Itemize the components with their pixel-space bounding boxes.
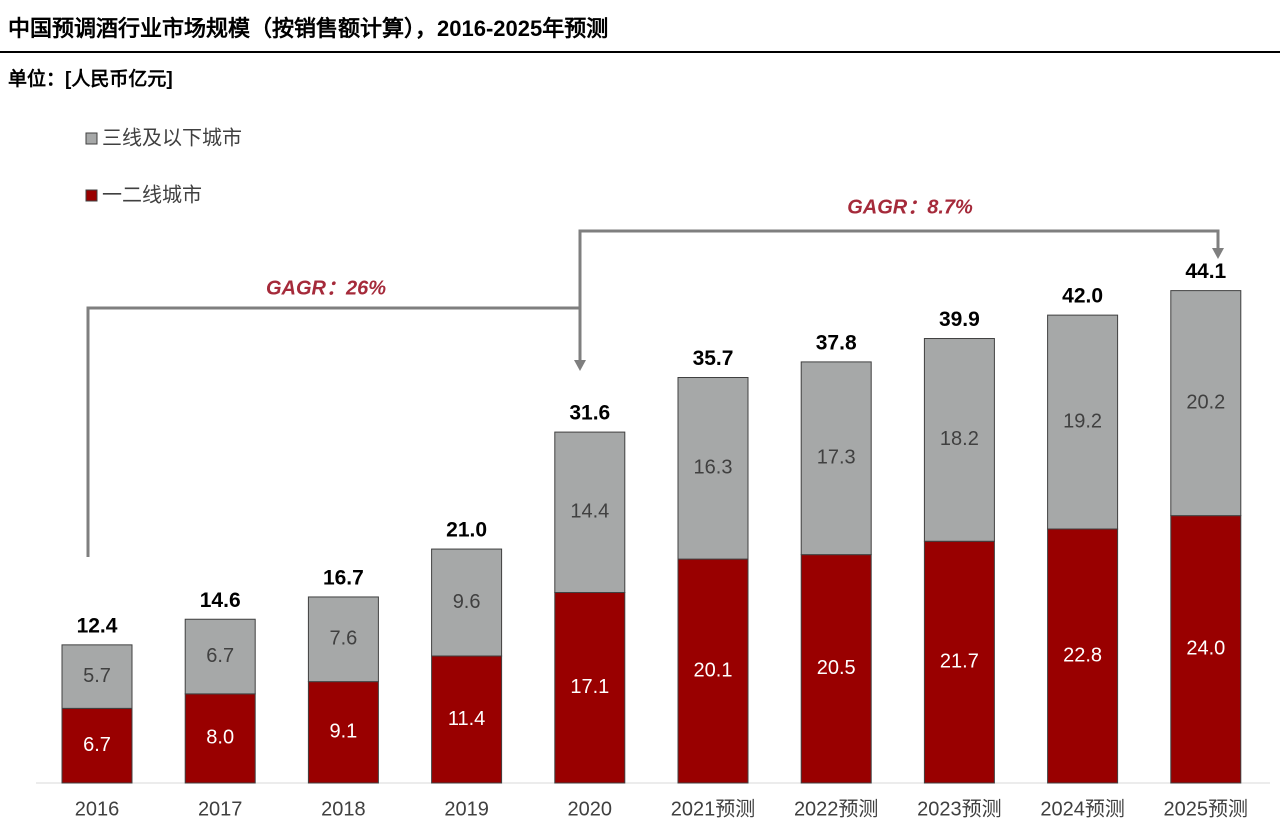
bar-segment <box>184 693 256 784</box>
legend-label: 一二线城市 <box>102 183 202 206</box>
value-label: 9.1 <box>329 721 357 743</box>
bar-segment <box>923 338 995 542</box>
chart-title: 中国预调酒行业市场规模（按销售额计算），2016-2025年预测 <box>8 16 608 41</box>
bar-segment <box>677 377 749 560</box>
value-label: 22.8 <box>1063 644 1102 666</box>
value-label: 14.4 <box>570 501 609 523</box>
annotation-connector <box>86 306 582 557</box>
legend-swatch <box>85 189 98 202</box>
value-label: 8.0 <box>206 727 234 749</box>
total-label: 42.0 <box>1062 285 1103 308</box>
x-tick-label: 2022预测 <box>794 797 879 820</box>
bar-segment <box>307 681 379 784</box>
value-label: 6.7 <box>206 645 234 667</box>
x-tick-label: 2025预测 <box>1164 797 1249 820</box>
bar-segment <box>800 361 872 556</box>
value-label: 21.7 <box>940 650 979 672</box>
bar-segment <box>1047 314 1119 530</box>
legend-swatch <box>85 132 98 145</box>
bar-segment <box>307 596 379 683</box>
bar-segment <box>554 592 626 784</box>
total-label: 31.6 <box>569 402 610 425</box>
x-tick-label: 2016 <box>75 798 120 820</box>
total-label: 44.1 <box>1185 260 1226 283</box>
total-label: 16.7 <box>323 567 364 590</box>
value-label: 6.7 <box>83 734 111 756</box>
value-label: 11.4 <box>448 708 485 730</box>
annotation-arrowhead <box>1212 248 1224 259</box>
value-label: 17.3 <box>817 447 856 469</box>
x-tick-label: 2021预测 <box>671 797 756 820</box>
value-label: 24.0 <box>1186 638 1225 660</box>
value-label: 5.7 <box>83 665 111 687</box>
bar-segment <box>184 618 256 695</box>
total-label: 14.6 <box>200 589 241 612</box>
total-label: 12.4 <box>77 614 118 637</box>
bar-segment <box>61 707 133 784</box>
bar-segment <box>431 548 503 657</box>
bar-segment <box>677 558 749 784</box>
value-label: 19.2 <box>1063 410 1102 432</box>
total-label: 35.7 <box>693 347 734 370</box>
annotation-label: GAGR：8.7% <box>847 196 973 218</box>
bar-segment <box>1170 290 1242 517</box>
value-label: 17.1 <box>570 676 609 698</box>
bar-segment <box>1047 528 1119 784</box>
annotation-arrowhead <box>574 360 586 371</box>
x-tick-label: 2023预测 <box>917 797 1002 820</box>
x-tick-label: 2017 <box>198 798 243 820</box>
total-label: 21.0 <box>446 519 487 542</box>
annotation-connector <box>578 229 1220 308</box>
bar-segment <box>923 540 995 784</box>
x-tick-label: 2019 <box>444 798 489 820</box>
x-tick-label: 2020 <box>568 798 613 820</box>
bar-segment <box>800 554 872 784</box>
value-label: 7.6 <box>329 628 357 650</box>
value-label: 20.2 <box>1186 391 1225 413</box>
value-label: 20.1 <box>694 659 733 681</box>
unit-label: 单位：[人民币亿元] <box>8 67 173 90</box>
value-label: 16.3 <box>694 457 733 479</box>
bar-segment <box>1170 515 1242 784</box>
total-label: 39.9 <box>939 308 980 331</box>
annotation-label: GAGR：26% <box>266 277 386 299</box>
bar-segment <box>61 644 133 709</box>
bar-segment <box>431 655 503 784</box>
value-label: 20.5 <box>817 657 856 679</box>
legend-label: 三线及以下城市 <box>102 126 242 149</box>
value-label: 9.6 <box>453 591 481 613</box>
value-label: 18.2 <box>940 428 979 450</box>
bar-segment <box>554 431 626 594</box>
x-tick-label: 2024预测 <box>1040 797 1125 820</box>
x-tick-label: 2018 <box>321 798 366 820</box>
total-label: 37.8 <box>816 331 857 354</box>
